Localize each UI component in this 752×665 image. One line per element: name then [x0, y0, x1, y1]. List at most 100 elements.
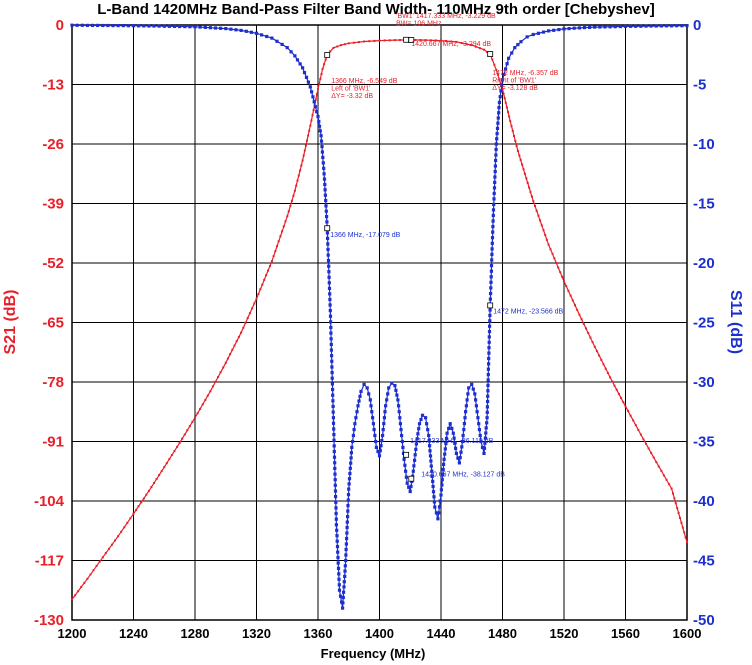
- data-point-s21: [74, 594, 77, 597]
- data-point-s21: [465, 43, 468, 46]
- y-axis-label-right: S11 (dB): [727, 290, 744, 354]
- data-point-s11: [407, 485, 411, 489]
- data-point-s21: [336, 45, 339, 48]
- data-point-s11: [464, 410, 468, 414]
- data-point-s21: [539, 219, 542, 222]
- data-point-s11: [478, 433, 482, 438]
- data-point-s21: [483, 48, 486, 51]
- data-point-s11: [378, 449, 382, 453]
- annotation-label: 1472 MHz, -23.566 dB: [493, 308, 563, 315]
- data-point-s11: [505, 62, 509, 66]
- data-point-s21: [269, 264, 271, 267]
- data-point-s21: [509, 120, 512, 123]
- data-point-s21: [304, 144, 307, 147]
- data-point-s21: [474, 45, 477, 48]
- data-point-s11: [332, 444, 336, 448]
- data-point-s11: [341, 601, 345, 605]
- data-point-s21: [201, 403, 204, 406]
- data-point-s11: [333, 478, 337, 482]
- y-tick-label-left: -13: [42, 77, 64, 94]
- data-point-s21: [194, 416, 196, 419]
- data-point-s11: [485, 405, 489, 409]
- data-point-s11: [326, 242, 330, 246]
- data-point-s21: [306, 139, 308, 142]
- data-point-s21: [240, 331, 243, 334]
- data-point-s11: [485, 421, 489, 425]
- data-point-s11: [331, 393, 335, 397]
- data-point-s11: [336, 566, 341, 570]
- data-point-s21: [567, 289, 570, 292]
- data-point-s11: [374, 445, 378, 449]
- annotation-line: 'BW1' 1417.333 MHz, -3.229 dB: [396, 13, 496, 20]
- data-point-s11: [495, 132, 499, 136]
- data-point-s21: [186, 429, 189, 432]
- data-point-s11: [335, 534, 339, 538]
- data-point-s21: [598, 354, 601, 357]
- data-point-s11: [326, 236, 330, 240]
- y-tick-label-left: 0: [56, 17, 64, 34]
- chart-title: L-Band 1420MHz Band-Pass Filter Band Wid…: [97, 1, 654, 18]
- data-point-s11: [459, 450, 463, 454]
- data-point-s11: [450, 426, 454, 430]
- data-point-s11: [531, 32, 535, 37]
- data-point-s11: [486, 373, 490, 377]
- data-point-s21: [615, 388, 618, 391]
- data-point-s11: [381, 433, 385, 438]
- data-point-s11: [333, 472, 337, 476]
- data-point-s21: [153, 482, 155, 484]
- data-point-s21: [674, 502, 677, 505]
- data-point-s11: [486, 394, 490, 398]
- data-point-s21: [528, 186, 531, 189]
- data-point-s11: [437, 505, 442, 509]
- data-point-s11: [346, 493, 351, 497]
- data-point-s21: [478, 47, 481, 50]
- annotation-marker: [487, 51, 494, 57]
- data-point-s11: [516, 43, 520, 47]
- data-point-s11: [432, 495, 436, 499]
- data-point-s11: [467, 386, 471, 390]
- data-point-s11: [462, 428, 466, 432]
- data-point-s21: [491, 58, 494, 61]
- data-point-s11: [441, 467, 445, 472]
- data-point-s21: [589, 336, 592, 339]
- series-s11: [70, 23, 689, 610]
- data-point-s11: [317, 124, 322, 128]
- data-point-s21: [86, 577, 89, 580]
- data-point-s21: [296, 179, 299, 182]
- data-point-s11: [461, 433, 465, 438]
- data-point-s11: [289, 50, 293, 54]
- data-point-s21: [514, 139, 517, 142]
- data-point-s21: [660, 469, 663, 472]
- y-tick-label-left: -78: [42, 374, 64, 391]
- data-point-s21: [576, 308, 579, 311]
- data-point-s21: [613, 384, 616, 387]
- data-point-s11: [685, 23, 689, 28]
- data-point-s11: [106, 23, 110, 28]
- data-point-s11: [608, 25, 612, 29]
- data-point-s11: [331, 387, 335, 392]
- data-point-s11: [345, 525, 349, 530]
- x-tick-label: 1320: [242, 626, 271, 641]
- annotation-line: 1420.667 MHz, -38.127 dB: [421, 472, 505, 479]
- data-point-s11: [488, 313, 492, 317]
- ticks: 1200 1240 1280 1320 1360 1400 1440 1480 1520 1560…: [34, 17, 715, 641]
- data-point-s21: [155, 478, 158, 480]
- data-point-s11: [111, 24, 115, 28]
- data-point-s11: [193, 25, 197, 29]
- y-tick-label-right: -35: [693, 434, 715, 451]
- data-point-s21: [95, 564, 98, 567]
- data-point-s21: [332, 46, 335, 49]
- data-point-s21: [312, 109, 315, 111]
- data-point-s21: [290, 199, 293, 202]
- data-point-s11: [385, 398, 389, 402]
- data-point-s21: [265, 274, 268, 277]
- data-point-s21: [123, 526, 126, 529]
- data-point-s11: [351, 433, 355, 438]
- data-point-s11: [473, 392, 477, 396]
- data-point-s21: [493, 63, 496, 66]
- x-tick-label: 1240: [119, 626, 148, 641]
- data-point-s11: [349, 461, 353, 465]
- data-point-s11: [649, 24, 653, 28]
- data-point-s11: [426, 428, 430, 432]
- data-point-s21: [681, 526, 684, 529]
